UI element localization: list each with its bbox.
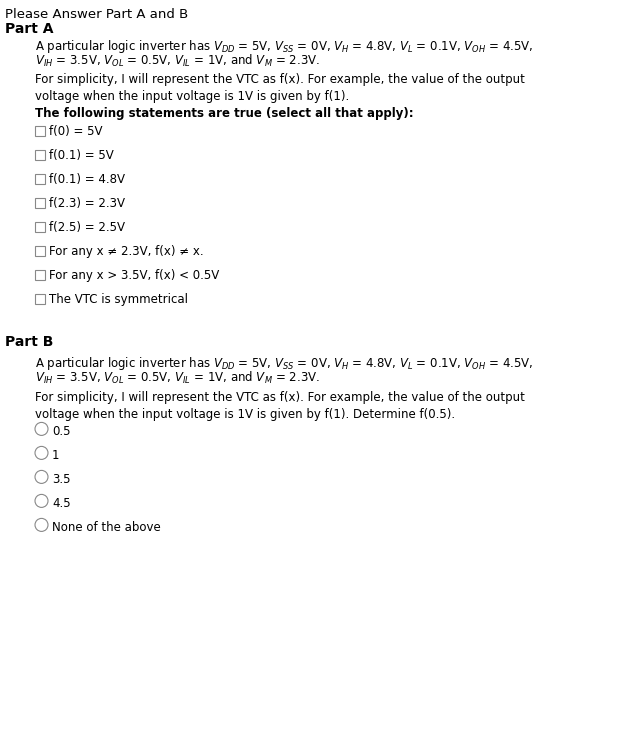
- Circle shape: [35, 446, 48, 459]
- Text: Please Answer Part A and B: Please Answer Part A and B: [5, 8, 188, 21]
- FancyBboxPatch shape: [35, 294, 45, 304]
- FancyBboxPatch shape: [35, 126, 45, 136]
- Text: 1: 1: [52, 449, 59, 462]
- Text: Part A: Part A: [5, 22, 53, 36]
- Circle shape: [35, 470, 48, 483]
- FancyBboxPatch shape: [35, 198, 45, 208]
- Text: The following statements are true (select all that apply):: The following statements are true (selec…: [35, 107, 413, 120]
- Text: For simplicity, I will represent the VTC as f(x). For example, the value of the : For simplicity, I will represent the VTC…: [35, 391, 525, 421]
- Text: A particular logic inverter has $V_{DD}$ = 5V, $V_{SS}$ = 0V, $V_H$ = 4.8V, $V_L: A particular logic inverter has $V_{DD}$…: [35, 38, 533, 55]
- Text: For any x ≠ 2.3V, f(x) ≠ x.: For any x ≠ 2.3V, f(x) ≠ x.: [49, 245, 204, 258]
- Text: None of the above: None of the above: [52, 521, 161, 534]
- Text: f(2.5) = 2.5V: f(2.5) = 2.5V: [49, 221, 125, 234]
- Circle shape: [35, 518, 48, 531]
- Text: $V_{IH}$ = 3.5V, $V_{OL}$ = 0.5V, $V_{IL}$ = 1V, and $V_M$ = 2.3V.: $V_{IH}$ = 3.5V, $V_{OL}$ = 0.5V, $V_{IL…: [35, 370, 320, 386]
- Circle shape: [35, 422, 48, 435]
- FancyBboxPatch shape: [35, 150, 45, 160]
- Text: Part B: Part B: [5, 335, 53, 349]
- Text: For any x > 3.5V, f(x) < 0.5V: For any x > 3.5V, f(x) < 0.5V: [49, 269, 219, 282]
- Text: $V_{IH}$ = 3.5V, $V_{OL}$ = 0.5V, $V_{IL}$ = 1V, and $V_M$ = 2.3V.: $V_{IH}$ = 3.5V, $V_{OL}$ = 0.5V, $V_{IL…: [35, 53, 320, 69]
- Text: f(0) = 5V: f(0) = 5V: [49, 125, 102, 138]
- FancyBboxPatch shape: [35, 270, 45, 280]
- Text: The VTC is symmetrical: The VTC is symmetrical: [49, 293, 188, 306]
- FancyBboxPatch shape: [35, 222, 45, 232]
- Text: For simplicity, I will represent the VTC as f(x). For example, the value of the : For simplicity, I will represent the VTC…: [35, 73, 525, 103]
- Text: 3.5: 3.5: [52, 473, 70, 486]
- Text: f(0.1) = 4.8V: f(0.1) = 4.8V: [49, 173, 125, 186]
- Text: 0.5: 0.5: [52, 425, 70, 438]
- FancyBboxPatch shape: [35, 174, 45, 184]
- FancyBboxPatch shape: [35, 246, 45, 256]
- Text: f(0.1) = 5V: f(0.1) = 5V: [49, 149, 114, 162]
- Text: f(2.3) = 2.3V: f(2.3) = 2.3V: [49, 197, 125, 210]
- Circle shape: [35, 494, 48, 507]
- Text: A particular logic inverter has $V_{DD}$ = 5V, $V_{SS}$ = 0V, $V_H$ = 4.8V, $V_L: A particular logic inverter has $V_{DD}$…: [35, 355, 533, 372]
- Text: 4.5: 4.5: [52, 497, 71, 510]
